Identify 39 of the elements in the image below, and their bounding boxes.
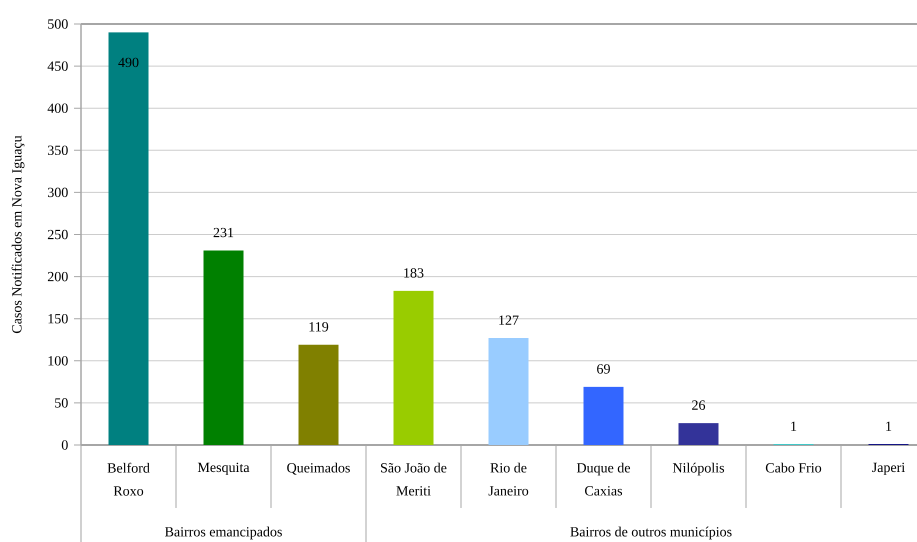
x-tick-label: Rio de Janeiro (488, 462, 528, 496)
y-axis-title: Casos Notificados em Nova Iguaçu (12, 136, 24, 334)
y-tick-label: 200 (48, 272, 68, 282)
bar (298, 344, 339, 445)
x-tick-label: Belford Roxo (108, 462, 150, 496)
data-label: 183 (404, 268, 424, 278)
data-label: 1 (886, 422, 892, 431)
x-tick-label: Cabo Frio (766, 462, 822, 473)
text: Bairros emancipados (165, 526, 282, 540)
bar (678, 423, 718, 445)
x-tick-label: Duque de Caxias (576, 462, 630, 496)
x-tick-label: Mesquita (198, 462, 250, 475)
y-tick-label: 450 (48, 61, 68, 71)
x-tick-label: Japeri (872, 462, 905, 475)
bar (394, 290, 434, 445)
y-tick-label: 150 (48, 314, 68, 324)
bar (204, 250, 244, 445)
x-tick-label: São João de Meriti (381, 462, 446, 496)
bar (488, 338, 529, 445)
y-tick-label: 50 (55, 398, 68, 408)
data-label: 1 (791, 422, 796, 431)
y-tick-label: 400 (48, 103, 68, 113)
x-tick-label: Queimados (287, 462, 350, 475)
text: Bairros de outros municípios (570, 526, 732, 540)
data-label: 127 (499, 316, 519, 325)
bar (584, 386, 624, 445)
y-tick-label: 100 (48, 356, 68, 366)
x-tick-label: Nilópolis (672, 462, 724, 476)
bar (108, 32, 149, 445)
y-tick-label: 0 (62, 440, 68, 450)
y-tick-label: 300 (48, 188, 68, 198)
data-label: 490 (118, 58, 138, 68)
y-tick-label: 500 (48, 19, 68, 29)
data-label: 119 (310, 322, 328, 332)
data-label: 231 (214, 228, 234, 238)
data-label: 26 (692, 400, 706, 410)
data-label: 69 (597, 364, 610, 374)
y-tick-label: 250 (48, 230, 68, 240)
y-tick-label: 350 (48, 146, 68, 156)
